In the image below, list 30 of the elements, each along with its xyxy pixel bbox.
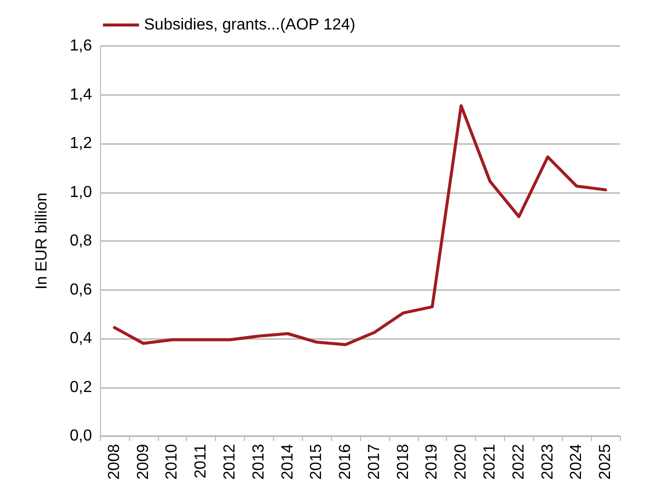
y-tick-label: 0,0 <box>70 428 92 444</box>
line-series <box>112 104 608 346</box>
x-tick-label: 2022 <box>510 444 528 480</box>
y-tick-label: 1,0 <box>70 184 92 201</box>
x-tick-label: 2017 <box>366 444 383 480</box>
x-tick-label: 2016 <box>337 444 354 480</box>
x-tick-label: 2025 <box>597 444 614 480</box>
x-tick-label: 2015 <box>308 444 326 480</box>
x-tick-label: 2018 <box>394 444 412 480</box>
x-tick-label: 2024 <box>568 444 586 480</box>
x-tick-label: 2013 <box>250 444 268 480</box>
y-tick-label: 1,6 <box>70 38 92 54</box>
x-tick-label: 2009 <box>134 444 152 480</box>
x-tick-label: 2012 <box>222 444 238 480</box>
x-tick-label: 2019 <box>424 444 441 480</box>
legend-label: Subsidies, grants...(AOP 124) <box>144 16 356 34</box>
y-tick-label: 0,8 <box>70 232 92 250</box>
y-tick-label: 0,4 <box>70 330 92 347</box>
y-tick-label: 0,2 <box>70 378 92 396</box>
y-tick-label: 0,6 <box>70 281 92 298</box>
y-axis-title: In EUR billion <box>34 192 50 290</box>
x-tick-label: 2008 <box>106 444 123 480</box>
x-tick-label: 2021 <box>482 444 498 480</box>
y-tick-label: 1,4 <box>70 86 92 104</box>
x-tick-label: 2023 <box>539 444 556 480</box>
x-tick-label: 2011 <box>192 444 210 478</box>
x-tick-label: 2010 <box>164 444 181 480</box>
y-tick-label: 1,2 <box>70 135 92 152</box>
x-tick-label: 2020 <box>452 444 470 480</box>
x-tick-label: 2014 <box>279 444 296 480</box>
